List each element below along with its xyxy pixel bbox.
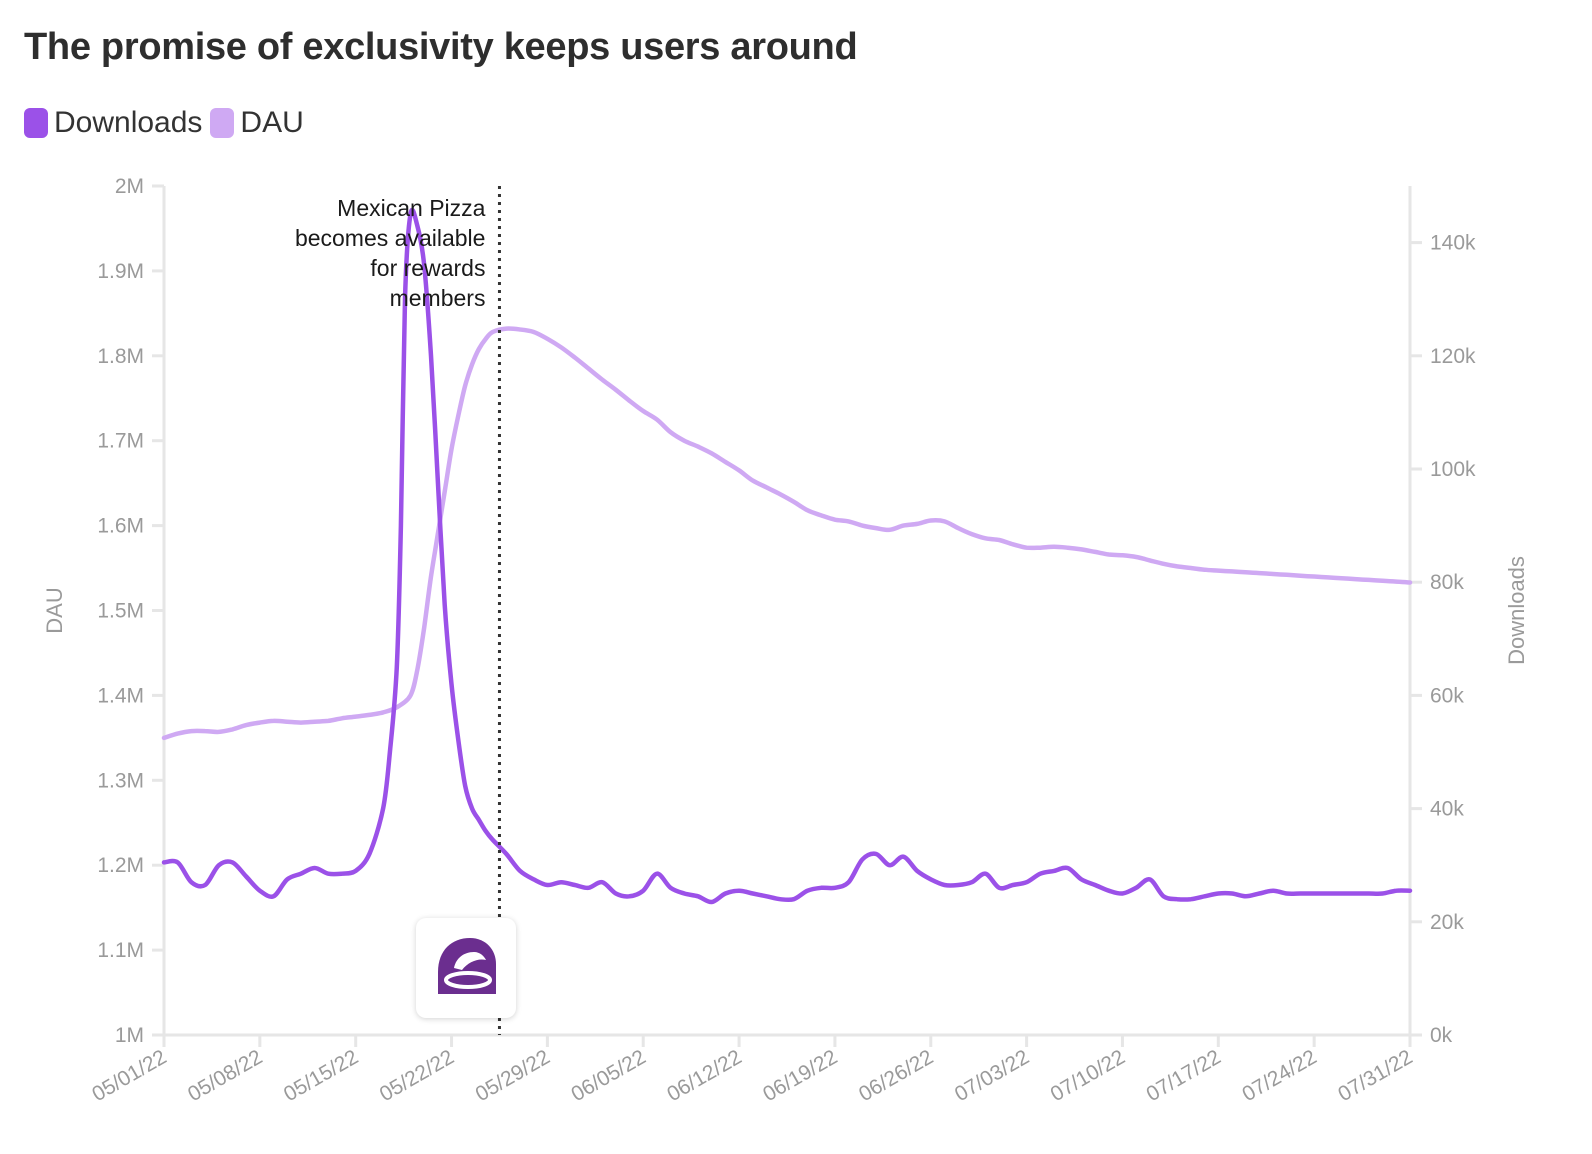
y-right-tick-label: 100k bbox=[1430, 458, 1476, 481]
chart-title: The promise of exclusivity keeps users a… bbox=[24, 26, 858, 68]
annotation-text-line: for rewards bbox=[370, 255, 485, 281]
y-left-tick-label: 1.2M bbox=[97, 854, 144, 877]
x-tick-label: 07/17/22 bbox=[1143, 1045, 1225, 1106]
legend-swatch-downloads bbox=[24, 108, 48, 138]
y-right-tick-label: 120k bbox=[1430, 345, 1476, 368]
x-tick-label: 07/31/22 bbox=[1334, 1045, 1416, 1106]
x-tick-label: 06/26/22 bbox=[855, 1045, 937, 1106]
legend-label-dau: DAU bbox=[240, 106, 304, 139]
y-left-tick-label: 1.8M bbox=[97, 345, 144, 368]
legend-label-downloads: Downloads bbox=[54, 106, 203, 139]
taco-bell-logo bbox=[416, 918, 516, 1018]
y-left-tick-label: 1.5M bbox=[97, 600, 144, 623]
x-tick-label: 06/05/22 bbox=[567, 1045, 649, 1106]
y-left-tick-label: 1.1M bbox=[97, 939, 144, 962]
x-tick-label: 05/15/22 bbox=[280, 1045, 362, 1106]
annotation-text-line: becomes available bbox=[295, 225, 486, 251]
y-left-tick-label: 1.3M bbox=[97, 769, 144, 792]
y-left-axis-title: DAU bbox=[42, 587, 67, 633]
y-right-tick-label: 60k bbox=[1430, 684, 1464, 707]
y-right-tick-label: 140k bbox=[1430, 232, 1476, 255]
series-line-downloads bbox=[161, 207, 1413, 905]
y-left-tick-label: 1.7M bbox=[97, 430, 144, 453]
taco-bell-bell-icon bbox=[438, 938, 496, 994]
y-left-tick-label: 2M bbox=[115, 175, 144, 198]
y-right-tick-label: 40k bbox=[1430, 798, 1464, 821]
y-right-axis-title: Downloads bbox=[1504, 556, 1529, 665]
y-left-tick-label: 1.6M bbox=[97, 515, 144, 538]
legend-item-downloads[interactable]: Downloads bbox=[24, 106, 202, 140]
y-right-tick-label: 80k bbox=[1430, 571, 1464, 594]
x-tick-label: 07/03/22 bbox=[951, 1045, 1033, 1106]
y-left-tick-label: 1.9M bbox=[97, 260, 144, 283]
x-tick-label: 05/01/22 bbox=[88, 1045, 170, 1106]
x-tick-label: 05/22/22 bbox=[376, 1045, 458, 1106]
legend-swatch-dau bbox=[210, 108, 235, 138]
x-tick-label: 05/29/22 bbox=[472, 1045, 554, 1106]
x-tick-label: 05/08/22 bbox=[184, 1045, 266, 1106]
x-tick-label: 06/12/22 bbox=[663, 1045, 745, 1106]
y-right-tick-label: 20k bbox=[1430, 911, 1464, 934]
annotation-text-line: members bbox=[390, 285, 486, 311]
annotation-text-line: Mexican Pizza bbox=[337, 195, 485, 221]
legend: Downloads DAU bbox=[24, 106, 312, 140]
y-right-tick-label: 0k bbox=[1430, 1024, 1453, 1047]
legend-item-dau[interactable]: DAU bbox=[210, 106, 304, 140]
x-tick-label: 07/24/22 bbox=[1238, 1045, 1320, 1106]
y-left-tick-label: 1.4M bbox=[97, 684, 144, 707]
x-tick-label: 07/10/22 bbox=[1047, 1045, 1129, 1106]
series-line-dau bbox=[161, 326, 1413, 741]
y-left-tick-label: 1M bbox=[115, 1024, 144, 1047]
x-tick-label: 06/19/22 bbox=[759, 1045, 841, 1106]
